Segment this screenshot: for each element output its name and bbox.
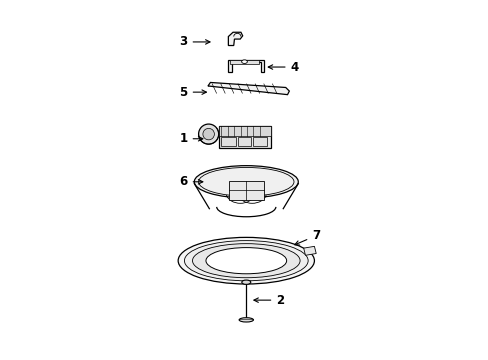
- FancyBboxPatch shape: [221, 137, 235, 146]
- Polygon shape: [228, 60, 264, 72]
- Ellipse shape: [192, 244, 300, 278]
- Circle shape: [203, 129, 214, 140]
- FancyBboxPatch shape: [219, 126, 271, 136]
- Polygon shape: [228, 32, 242, 45]
- Text: 2: 2: [253, 294, 284, 307]
- Text: 7: 7: [294, 229, 320, 245]
- Ellipse shape: [194, 166, 298, 198]
- Text: 1: 1: [179, 132, 203, 145]
- FancyBboxPatch shape: [228, 181, 263, 200]
- Text: 3: 3: [179, 35, 209, 49]
- Polygon shape: [303, 246, 316, 255]
- Ellipse shape: [239, 318, 253, 322]
- Text: 5: 5: [179, 86, 206, 99]
- Ellipse shape: [241, 60, 247, 63]
- Ellipse shape: [178, 237, 314, 284]
- Ellipse shape: [184, 240, 307, 281]
- Text: 6: 6: [179, 175, 203, 188]
- FancyBboxPatch shape: [230, 59, 258, 64]
- Text: 4: 4: [268, 60, 298, 73]
- Circle shape: [198, 124, 218, 144]
- FancyBboxPatch shape: [219, 126, 271, 148]
- Ellipse shape: [205, 248, 286, 274]
- Ellipse shape: [241, 280, 250, 284]
- FancyBboxPatch shape: [252, 137, 266, 146]
- FancyBboxPatch shape: [238, 137, 250, 146]
- Polygon shape: [207, 82, 289, 95]
